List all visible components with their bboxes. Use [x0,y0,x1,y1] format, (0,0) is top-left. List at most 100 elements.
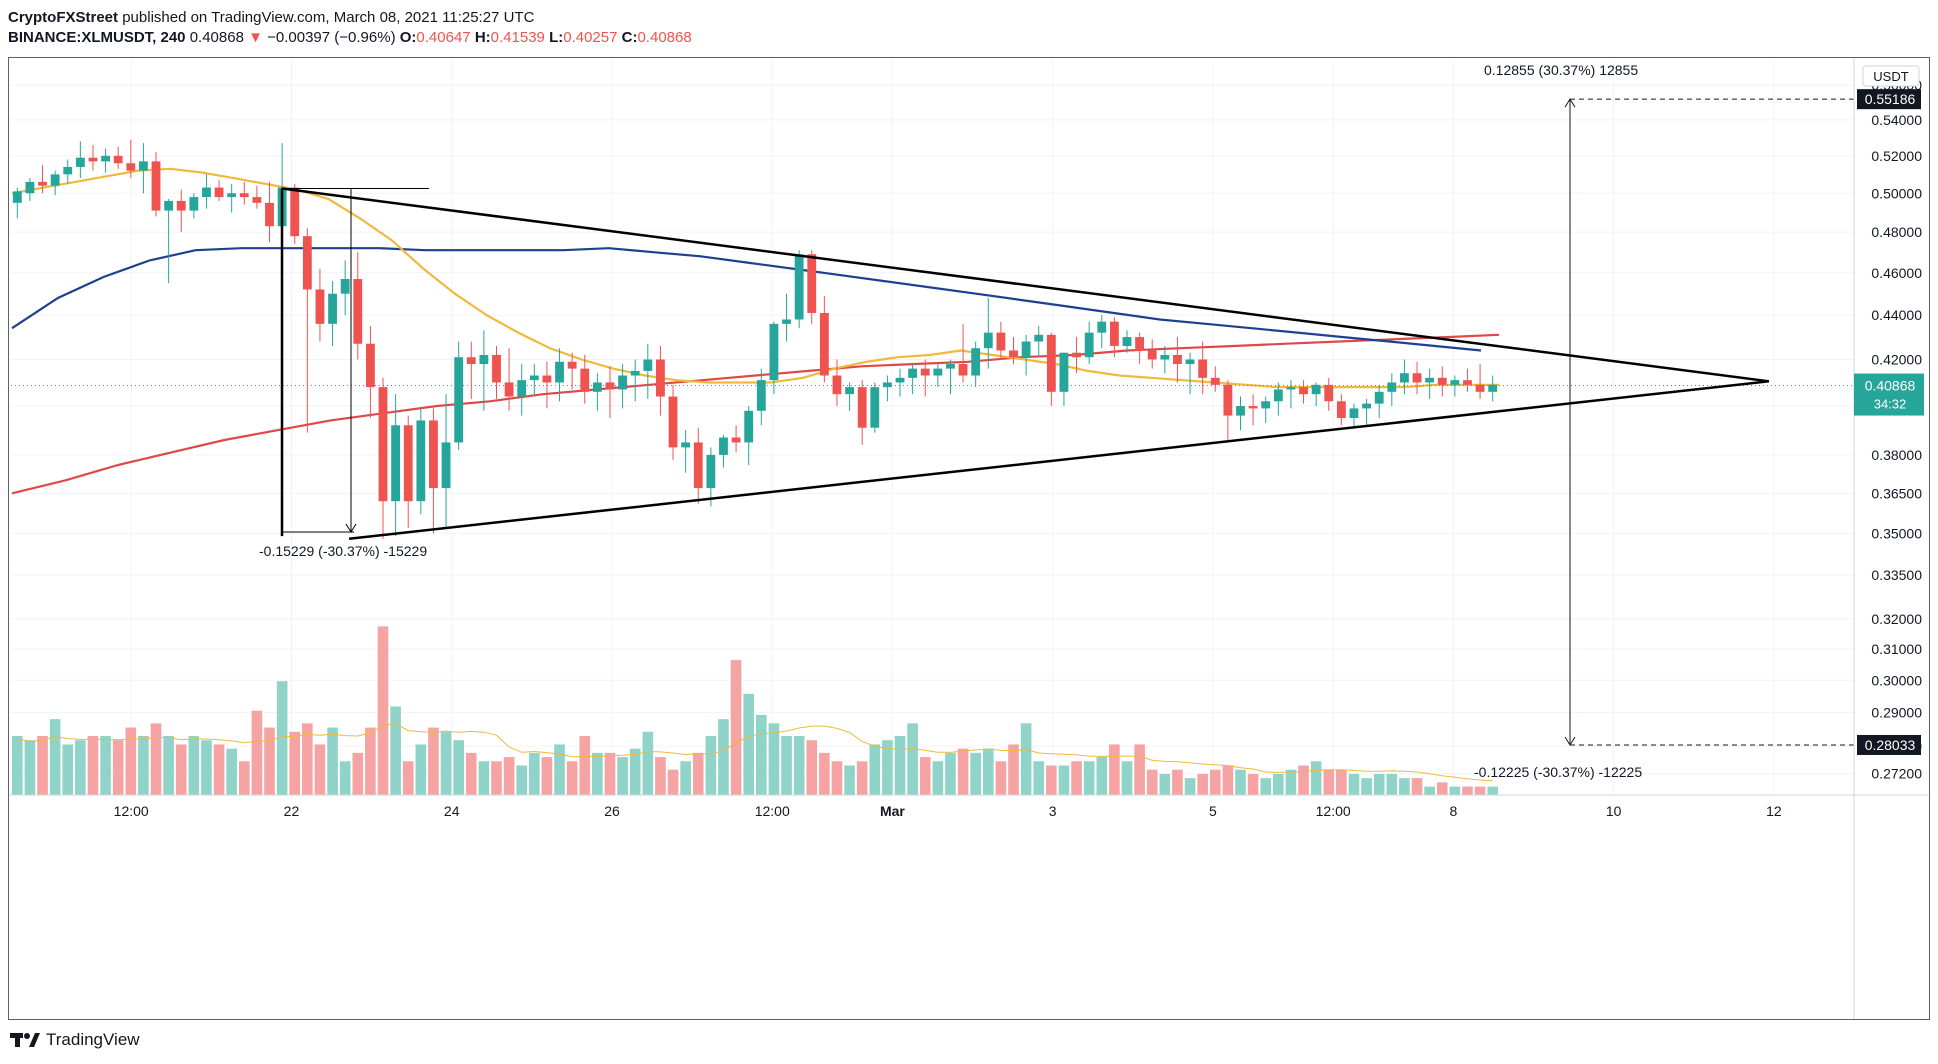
footer-brand[interactable]: TradingView [10,1030,140,1050]
candle-body [1210,377,1220,385]
candle-body [1059,352,1069,392]
measure-label-bottom: -0.12225 (-30.37%) -12225 [1474,764,1642,780]
candle-body [265,202,274,227]
volume-bar [453,740,464,795]
publisher-name[interactable]: CryptoFXStreet [8,9,119,26]
candle-body [302,236,312,290]
candle-body [618,375,628,390]
candle-body [239,193,249,198]
candle-body [1021,341,1031,358]
candle-body [38,181,47,186]
volume-bar [188,736,200,795]
volume-bar [617,757,628,795]
price-tick-label: 0.32000 [1871,611,1922,627]
candle-body [1236,406,1245,416]
candle-body [1286,387,1296,390]
ema-short-line [11,167,1499,389]
measure-label-top: 0.12855 (30.37%) 12855 [1484,62,1638,78]
target-price-tag [1857,89,1921,110]
volume-bar [1386,773,1398,795]
candle-body [441,442,451,489]
candle-body [365,343,375,388]
volume-bar [1399,778,1410,795]
volume-bar [1273,773,1284,795]
triangle-lower-line [348,380,1770,541]
time-tick-label: 24 [444,803,460,819]
volume-bar [894,736,906,795]
volume-bar [945,752,956,795]
candle-body [63,166,73,175]
volume-bar [428,727,439,795]
candle-body [164,200,174,211]
volume-bar [1033,761,1045,795]
symbol-label[interactable]: BINANCE:XLMUSDT, 240 [8,29,186,46]
candle-body [1349,408,1359,419]
candle-body [920,368,930,376]
volume-bar [680,761,691,795]
volume-bar [1336,769,1347,795]
volume-bar [226,748,237,795]
tradingview-logo-icon [10,1033,40,1047]
volume-bar [402,761,414,795]
price-tick-label: 0.31000 [1871,641,1922,657]
volume-bar [201,740,212,795]
volume-bar [112,740,124,795]
candle-body [693,442,703,489]
price-tick-label: 0.48000 [1871,224,1922,240]
volume-bar [1462,786,1473,795]
volume-bar [579,736,591,795]
volume-bar [819,752,830,795]
volume-bar [302,723,313,795]
price-tick-label: 0.50000 [1871,185,1922,201]
candle-body [1450,380,1460,385]
publish-line: CryptoFXStreet published on TradingView.… [8,8,692,28]
volume-bar [1424,786,1435,795]
volume-bar [1247,773,1259,795]
volume-bar [705,736,717,795]
candle-body [403,425,413,502]
volume-bar [327,727,338,795]
candle-body [895,377,905,383]
candle-body [1173,354,1182,365]
volume-bar [781,736,792,795]
candle-body [1311,384,1321,395]
volume-bar [289,731,301,795]
candle-body [1009,350,1018,358]
current-price-label: 0.40868 [1865,378,1916,394]
price-tick-label: 0.27200 [1871,766,1922,782]
candle-body [605,382,615,390]
chart-area[interactable]: -0.15229 (-30.37%) -15229 0.12855 (30.37%… [8,57,1930,1020]
volume-bar [62,744,74,795]
volume-bar [1109,744,1120,795]
volume-bar [213,744,225,795]
footer-brand-text: TradingView [46,1030,140,1049]
volume-bar [1260,778,1272,795]
price-chart[interactable]: -0.15229 (-30.37%) -15229 0.12855 (30.37%… [9,58,1929,1019]
volume-bar [1411,778,1423,795]
candle-body [12,191,22,203]
volume-bar [957,748,969,795]
candle-body [555,361,564,383]
measure-label-left: -0.15229 (-30.37%) -15229 [259,543,427,559]
currency-unit-label: USDT [1873,69,1908,84]
volume-bar [667,769,679,795]
price-change: −0.00397 (−0.96%) [267,29,396,46]
candle-body [567,361,577,369]
volume-bar [1209,769,1221,795]
last-price: 0.40868 [189,29,244,46]
volume-bar [982,748,994,795]
candle-body [681,442,691,448]
volume-bar [629,748,641,795]
candle-body [101,155,110,162]
volume-bar [768,723,780,795]
volume-bar [314,744,326,795]
volume-bar [541,757,553,795]
candle-body [706,454,716,489]
price-tick-label: 0.44000 [1871,307,1922,323]
low-value: 0.40257 [563,29,618,46]
price-tick-label: 0.54000 [1871,112,1922,128]
volume-bar [1436,782,1448,795]
candle-body [1147,350,1157,360]
volume-bar [465,752,477,795]
volume-bar [1121,761,1133,795]
